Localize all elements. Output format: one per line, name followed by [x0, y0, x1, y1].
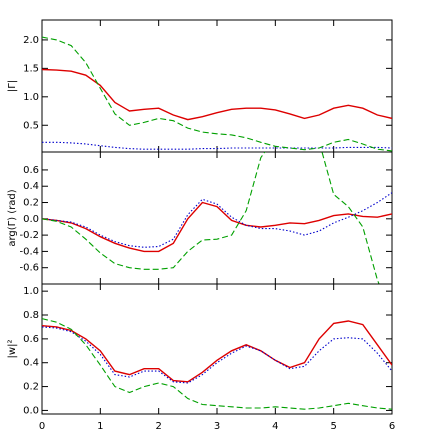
y-tick-label: 0.4	[23, 181, 39, 192]
x-tick-label: 2	[155, 421, 161, 432]
series-line	[42, 152, 380, 284]
x-tick-label: 3	[214, 421, 220, 432]
y-tick-label: 1.0	[23, 286, 39, 297]
y-axis-label: |Γ|	[7, 80, 18, 92]
plot-frame	[41, 19, 393, 153]
y-tick-label: 0.4	[23, 358, 39, 369]
plot-frame	[41, 151, 393, 285]
x-tick-label: 0	[39, 421, 45, 432]
series-line	[42, 68, 392, 121]
x-tick-label: 1	[97, 421, 103, 432]
series-line	[42, 326, 392, 384]
y-tick-label: 0.0	[23, 405, 39, 416]
y-axis-label: arg(Γ) (rad)	[7, 189, 18, 246]
x-tick-label: 5	[330, 421, 336, 432]
y-tick-label: -0.4	[19, 246, 39, 257]
series-line	[42, 141, 392, 150]
y-tick-label: 2.0	[23, 35, 39, 46]
y-tick-label: 1.5	[23, 63, 39, 74]
y-tick-label: -0.2	[19, 230, 39, 241]
y-tick-label: 0.6	[23, 334, 39, 345]
y-tick-label: 1.0	[23, 92, 39, 103]
y-tick-label: 0.2	[23, 198, 39, 209]
x-tick-label: 4	[272, 421, 278, 432]
series-line	[42, 192, 392, 248]
x-tick-label: 6	[389, 421, 395, 432]
y-tick-label: -0.6	[19, 263, 39, 274]
y-tick-label: 0.0	[23, 214, 39, 225]
y-axis-label: |w|²	[7, 340, 18, 359]
y-tick-label: 0.5	[23, 120, 39, 131]
y-tick-label: 0.6	[23, 165, 39, 176]
series-line	[42, 318, 392, 410]
series-line	[42, 320, 392, 383]
series-line	[42, 201, 392, 253]
y-tick-label: 0.8	[23, 310, 39, 321]
y-tick-label: 0.2	[23, 382, 39, 393]
series-line	[42, 36, 392, 152]
plot-frame	[41, 283, 393, 415]
